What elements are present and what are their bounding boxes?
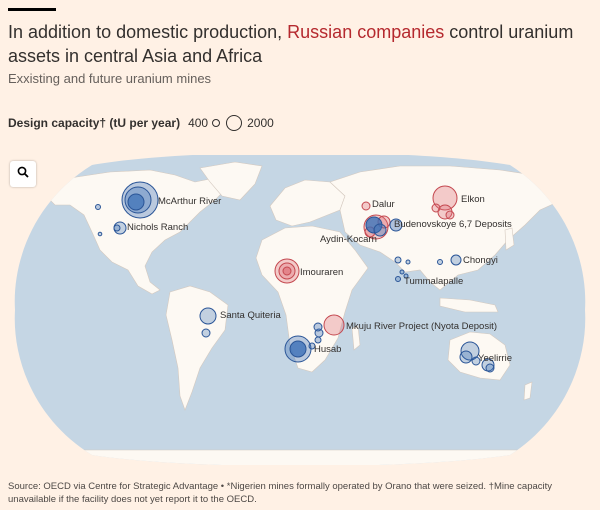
land-south-america — [165, 285, 229, 411]
land-nz — [523, 381, 533, 401]
mine-tummalapalle[interactable] — [394, 256, 411, 282]
legend-small-circle — [212, 119, 221, 127]
legend-label: Design capacity† (tU per year) — [8, 116, 181, 130]
mine-yeelirrie[interactable] — [459, 341, 495, 373]
land-antarctica — [14, 449, 586, 465]
label-elkon: Elkon — [461, 194, 485, 205]
label-tummalapalle: Tummalapalle — [404, 276, 463, 287]
mine-bubbles — [95, 181, 495, 373]
mine-husab[interactable] — [284, 328, 324, 363]
world-map[interactable]: McArthur River Nichols Ranch Santa Quite… — [0, 155, 600, 465]
map-labels: McArthur River Nichols Ranch Santa Quite… — [127, 194, 512, 364]
mine-aydin-kocarn[interactable] — [365, 216, 403, 237]
label-chongyi: Chongyi — [463, 255, 498, 266]
land-madagascar — [351, 325, 361, 351]
source-note: Source: OECD via Centre for Strategic Ad… — [8, 481, 553, 505]
land-greenland — [199, 161, 263, 201]
search-icon — [17, 165, 29, 183]
label-mcarthur: McArthur River — [158, 196, 221, 207]
label-dalur: Dalur — [372, 199, 395, 210]
landmasses — [14, 161, 586, 465]
mine-santa-quiteria[interactable] — [199, 307, 217, 338]
chart-subtitle: Exxisting and future uranium mines — [8, 71, 212, 86]
label-husab: Husab — [314, 344, 341, 355]
label-imouraren: Imouraren — [300, 267, 343, 278]
legend-small-value: 400 — [188, 116, 209, 130]
mine-imouraren[interactable] — [274, 258, 300, 284]
label-nichols: Nichols Ranch — [127, 222, 188, 233]
label-aydin: Aydin-Kocarn — [320, 234, 377, 245]
label-yeelirrie: Yeelirrie — [478, 353, 512, 364]
legend-large-value: 2000 — [247, 116, 274, 130]
title-highlight: Russian companies — [287, 22, 445, 42]
land-indonesia — [439, 297, 499, 313]
mine-mcarthur-river[interactable] — [95, 181, 159, 219]
land-japan — [504, 227, 515, 251]
header-rule — [8, 8, 56, 11]
mine-mkuju-river[interactable] — [313, 314, 345, 336]
label-santa: Santa Quiteria — [220, 310, 281, 321]
mine-dalur[interactable] — [361, 201, 371, 211]
mine-elkon[interactable] — [431, 185, 458, 220]
land-north-america — [39, 169, 226, 295]
label-mkuju: Mkuju River Project (Nyota Deposit) — [346, 321, 497, 332]
land-africa — [255, 225, 369, 373]
mine-nichols-ranch[interactable] — [97, 221, 127, 237]
label-budenovskoye: Budenovskoye 6,7 Deposits — [394, 219, 512, 230]
mine-chongyi[interactable] — [437, 254, 462, 266]
zoom-button[interactable] — [10, 161, 36, 187]
land-asia — [329, 165, 571, 291]
chart-title: In addition to domestic production, Russ… — [8, 22, 574, 66]
legend-large-circle — [226, 115, 243, 131]
size-legend: Design capacity† (tU per year) 400 2000 — [8, 115, 276, 131]
